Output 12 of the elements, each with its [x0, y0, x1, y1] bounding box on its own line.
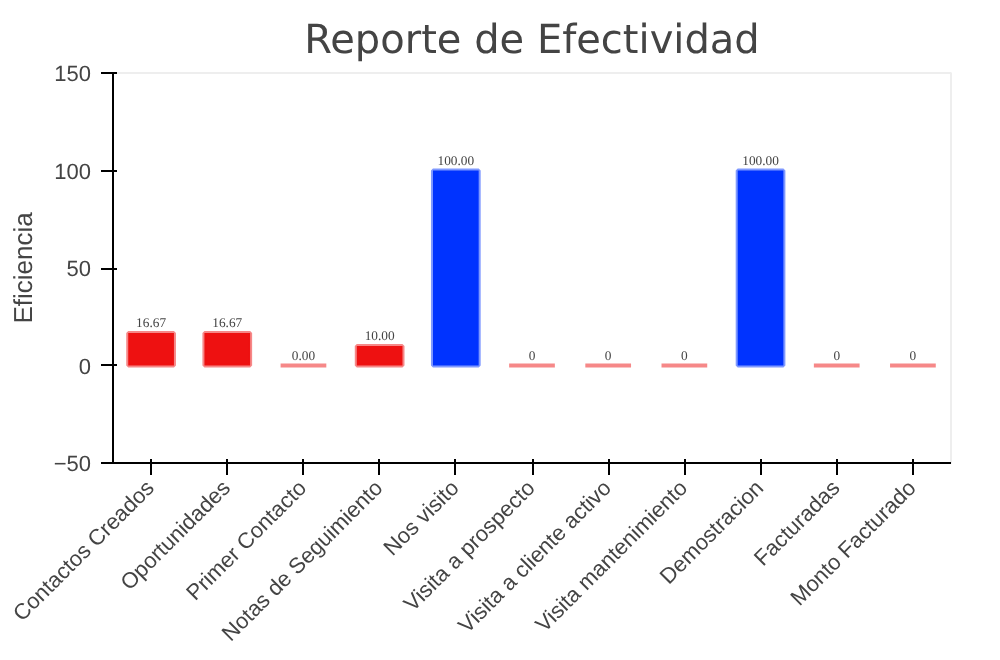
bar: [354, 344, 405, 368]
y-axis-title: Eficiencia: [7, 210, 38, 324]
bar: [430, 168, 481, 368]
bar: [202, 330, 253, 368]
y-tick-label: 0: [78, 355, 92, 380]
y-tick-label: −50: [53, 453, 92, 477]
bar: [126, 330, 176, 368]
y-tick-label: 100: [54, 160, 92, 185]
chart-title: Reporte de Efectividad: [304, 15, 760, 63]
y-tick-label: 150: [54, 63, 92, 87]
y-tick-label: 50: [66, 258, 92, 282]
bar: [735, 168, 786, 368]
